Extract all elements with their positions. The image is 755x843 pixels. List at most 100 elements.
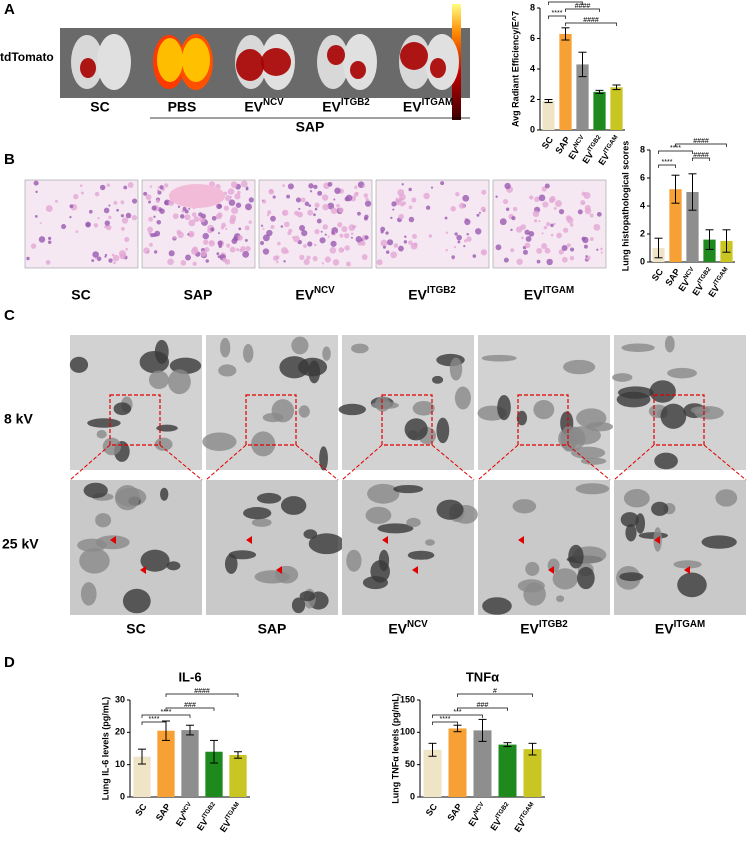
tissue bbox=[240, 180, 248, 188]
significance-bracket bbox=[165, 693, 239, 697]
cell bbox=[612, 373, 633, 382]
cell bbox=[122, 588, 151, 614]
tissue bbox=[104, 253, 108, 257]
tissue bbox=[464, 218, 471, 226]
tissue bbox=[293, 235, 300, 243]
bar bbox=[576, 64, 589, 130]
tissue bbox=[147, 226, 154, 233]
error-bar bbox=[671, 174, 680, 204]
cell bbox=[279, 356, 310, 379]
cell bbox=[102, 437, 122, 456]
cell bbox=[139, 350, 170, 374]
tissue bbox=[353, 225, 357, 228]
cell bbox=[715, 489, 738, 507]
tissue bbox=[348, 224, 356, 231]
tissue bbox=[583, 192, 591, 200]
cell bbox=[256, 492, 282, 504]
tissue bbox=[245, 246, 251, 252]
x-tick-label: EVNCV bbox=[173, 800, 197, 828]
panel-label: A bbox=[4, 1, 15, 18]
cell bbox=[308, 533, 345, 555]
tissue bbox=[339, 233, 344, 238]
tissue bbox=[103, 207, 110, 214]
tissue bbox=[239, 248, 244, 253]
tissue bbox=[385, 250, 390, 254]
signal bbox=[157, 38, 183, 82]
tissue bbox=[299, 225, 306, 232]
tissue bbox=[596, 248, 599, 251]
image-label: EVITGB2 bbox=[520, 619, 568, 637]
tissue bbox=[61, 224, 67, 230]
tissue bbox=[48, 236, 52, 240]
image-label: EVITGB2 bbox=[322, 97, 370, 115]
zoom-line bbox=[613, 444, 655, 481]
tissue bbox=[536, 259, 541, 264]
tissue bbox=[543, 225, 548, 230]
significance-bracket bbox=[675, 143, 727, 147]
tissue bbox=[112, 254, 120, 262]
tissue bbox=[499, 218, 507, 226]
tissue bbox=[322, 224, 328, 230]
tissue bbox=[268, 188, 274, 193]
cell bbox=[280, 496, 307, 515]
tissue bbox=[121, 217, 129, 224]
tissue bbox=[234, 193, 241, 200]
tissue bbox=[321, 194, 329, 201]
tissue bbox=[93, 223, 99, 228]
tissue bbox=[236, 248, 240, 252]
tissue bbox=[314, 202, 320, 208]
tissue bbox=[191, 212, 197, 218]
tissue bbox=[577, 209, 583, 215]
tissue bbox=[313, 184, 318, 190]
error-bar bbox=[654, 237, 663, 259]
cell bbox=[654, 452, 678, 470]
tissue bbox=[164, 200, 169, 205]
y-tick-label: 10 bbox=[115, 759, 125, 769]
tissue bbox=[266, 229, 273, 237]
tissue bbox=[209, 240, 213, 244]
bar bbox=[205, 751, 223, 797]
y-tick-label: 8 bbox=[530, 2, 535, 12]
tissue bbox=[303, 244, 307, 248]
tissue bbox=[260, 224, 264, 227]
tissue bbox=[589, 237, 594, 241]
cell bbox=[651, 501, 669, 516]
tissue bbox=[565, 215, 572, 221]
tissue bbox=[270, 224, 275, 230]
tissue bbox=[533, 219, 538, 223]
tissue bbox=[304, 201, 310, 207]
cell bbox=[243, 343, 254, 363]
tissue bbox=[200, 250, 207, 257]
tissue bbox=[218, 244, 222, 249]
zoom-line bbox=[567, 444, 611, 481]
bar bbox=[423, 749, 442, 797]
tissue bbox=[187, 230, 195, 238]
tissue bbox=[69, 215, 72, 219]
tissue bbox=[303, 258, 310, 266]
tissue bbox=[481, 189, 487, 195]
significance-bracket bbox=[658, 164, 676, 168]
tissue bbox=[549, 195, 556, 202]
cell bbox=[667, 367, 697, 379]
tissue bbox=[286, 194, 291, 199]
row-label: 25 kV bbox=[2, 536, 39, 552]
tem-background bbox=[70, 335, 202, 470]
tissue bbox=[111, 253, 115, 257]
lung-lobe bbox=[97, 34, 131, 90]
tissue bbox=[331, 231, 335, 235]
tissue bbox=[463, 239, 468, 243]
tissue bbox=[317, 190, 323, 196]
tissue bbox=[314, 229, 320, 235]
cell bbox=[660, 403, 687, 429]
zoom-line bbox=[69, 444, 111, 481]
tissue bbox=[188, 207, 191, 210]
tissue bbox=[242, 250, 250, 258]
tissue bbox=[154, 230, 161, 237]
cell bbox=[701, 535, 737, 549]
cell bbox=[351, 343, 369, 354]
cell bbox=[424, 539, 435, 546]
cell bbox=[673, 560, 702, 569]
tissue bbox=[168, 250, 175, 257]
tissue bbox=[582, 202, 585, 205]
tissue bbox=[106, 224, 112, 231]
